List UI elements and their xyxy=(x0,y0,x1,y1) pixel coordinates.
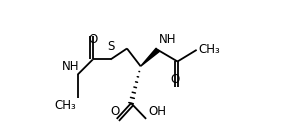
Text: CH₃: CH₃ xyxy=(55,99,76,112)
Text: O: O xyxy=(88,34,97,47)
Text: O: O xyxy=(171,73,180,86)
Text: OH: OH xyxy=(148,105,166,118)
Polygon shape xyxy=(141,48,159,66)
Text: S: S xyxy=(107,40,114,53)
Text: O: O xyxy=(110,105,119,118)
Text: NH: NH xyxy=(62,60,79,73)
Text: NH: NH xyxy=(159,33,177,47)
Text: CH₃: CH₃ xyxy=(198,43,220,56)
